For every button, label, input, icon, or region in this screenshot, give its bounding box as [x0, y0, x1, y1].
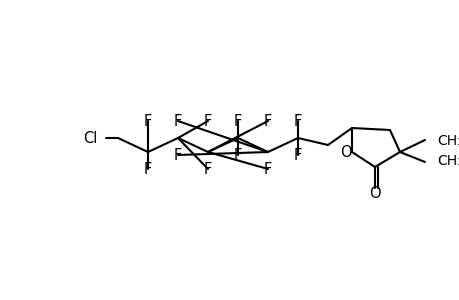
Text: F: F: [293, 148, 302, 163]
Text: F: F: [203, 161, 212, 176]
Text: F: F: [174, 113, 182, 128]
Text: O: O: [340, 145, 351, 160]
Text: F: F: [174, 148, 182, 163]
Text: CH₃: CH₃: [436, 154, 459, 168]
Text: F: F: [144, 161, 152, 176]
Text: F: F: [263, 113, 272, 128]
Text: F: F: [263, 161, 272, 176]
Text: F: F: [233, 113, 241, 128]
Text: F: F: [144, 113, 152, 128]
Text: O: O: [369, 185, 380, 200]
Text: Cl: Cl: [84, 130, 98, 146]
Text: CH₃: CH₃: [436, 134, 459, 148]
Text: F: F: [203, 113, 212, 128]
Text: F: F: [293, 113, 302, 128]
Text: F: F: [233, 148, 241, 163]
